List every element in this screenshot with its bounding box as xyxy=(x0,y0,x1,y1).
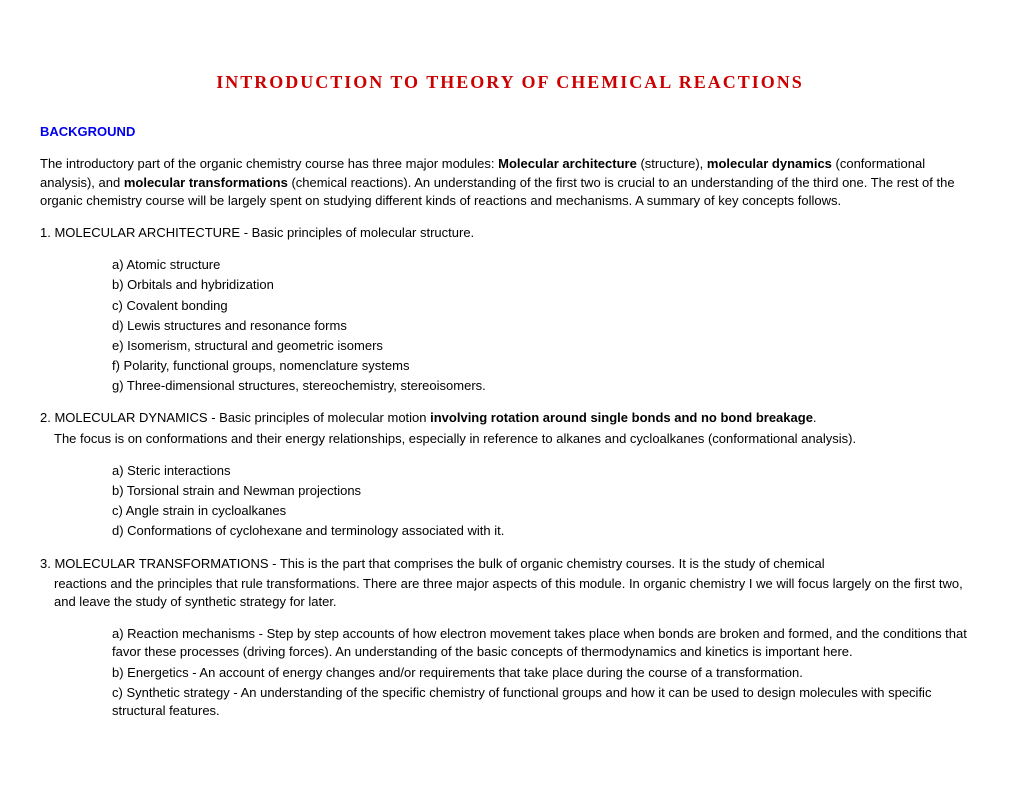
intro-bold-2: molecular dynamics xyxy=(707,156,832,171)
list-item: a) Reaction mechanisms - Step by step ac… xyxy=(112,625,980,661)
list-item: a) Steric interactions xyxy=(112,462,980,480)
module-2-heading-text: 2. MOLECULAR DYNAMICS - Basic principles… xyxy=(40,410,430,425)
list-item: c) Synthetic strategy - An understanding… xyxy=(112,684,980,720)
module-2-extra: The focus is on conformations and their … xyxy=(40,430,980,448)
list-item: e) Isomerism, structural and geometric i… xyxy=(112,337,980,355)
module-3-list: a) Reaction mechanisms - Step by step ac… xyxy=(40,625,980,720)
module-2-list: a) Steric interactions b) Torsional stra… xyxy=(40,462,980,541)
module-1-heading: 1. MOLECULAR ARCHITECTURE - Basic princi… xyxy=(40,224,980,242)
list-item: c) Covalent bonding xyxy=(112,297,980,315)
module-2-heading-bold: involving rotation around single bonds a… xyxy=(430,410,813,425)
list-item: a) Atomic structure xyxy=(112,256,980,274)
intro-bold-3: molecular transformations xyxy=(124,175,288,190)
list-item: b) Energetics - An account of energy cha… xyxy=(112,664,980,682)
list-item: b) Orbitals and hybridization xyxy=(112,276,980,294)
list-item: b) Torsional strain and Newman projectio… xyxy=(112,482,980,500)
list-item: d) Lewis structures and resonance forms xyxy=(112,317,980,335)
module-3-extra: reactions and the principles that rule t… xyxy=(40,575,980,611)
page-title: INTRODUCTION TO THEORY OF CHEMICAL REACT… xyxy=(40,70,980,95)
section-header-background: BACKGROUND xyxy=(40,123,980,141)
intro-text: (structure), xyxy=(637,156,707,171)
intro-bold-1: Molecular architecture xyxy=(498,156,637,171)
module-3-heading: 3. MOLECULAR TRANSFORMATIONS - This is t… xyxy=(40,555,980,573)
list-item: d) Conformations of cyclohexane and term… xyxy=(112,522,980,540)
list-item: f) Polarity, functional groups, nomencla… xyxy=(112,357,980,375)
module-1-list: a) Atomic structure b) Orbitals and hybr… xyxy=(40,256,980,395)
intro-paragraph: The introductory part of the organic che… xyxy=(40,155,980,210)
list-item: c) Angle strain in cycloalkanes xyxy=(112,502,980,520)
intro-text: The introductory part of the organic che… xyxy=(40,156,498,171)
module-2-heading: 2. MOLECULAR DYNAMICS - Basic principles… xyxy=(40,409,980,427)
module-2-heading-text: . xyxy=(813,410,817,425)
list-item: g) Three-dimensional structures, stereoc… xyxy=(112,377,980,395)
